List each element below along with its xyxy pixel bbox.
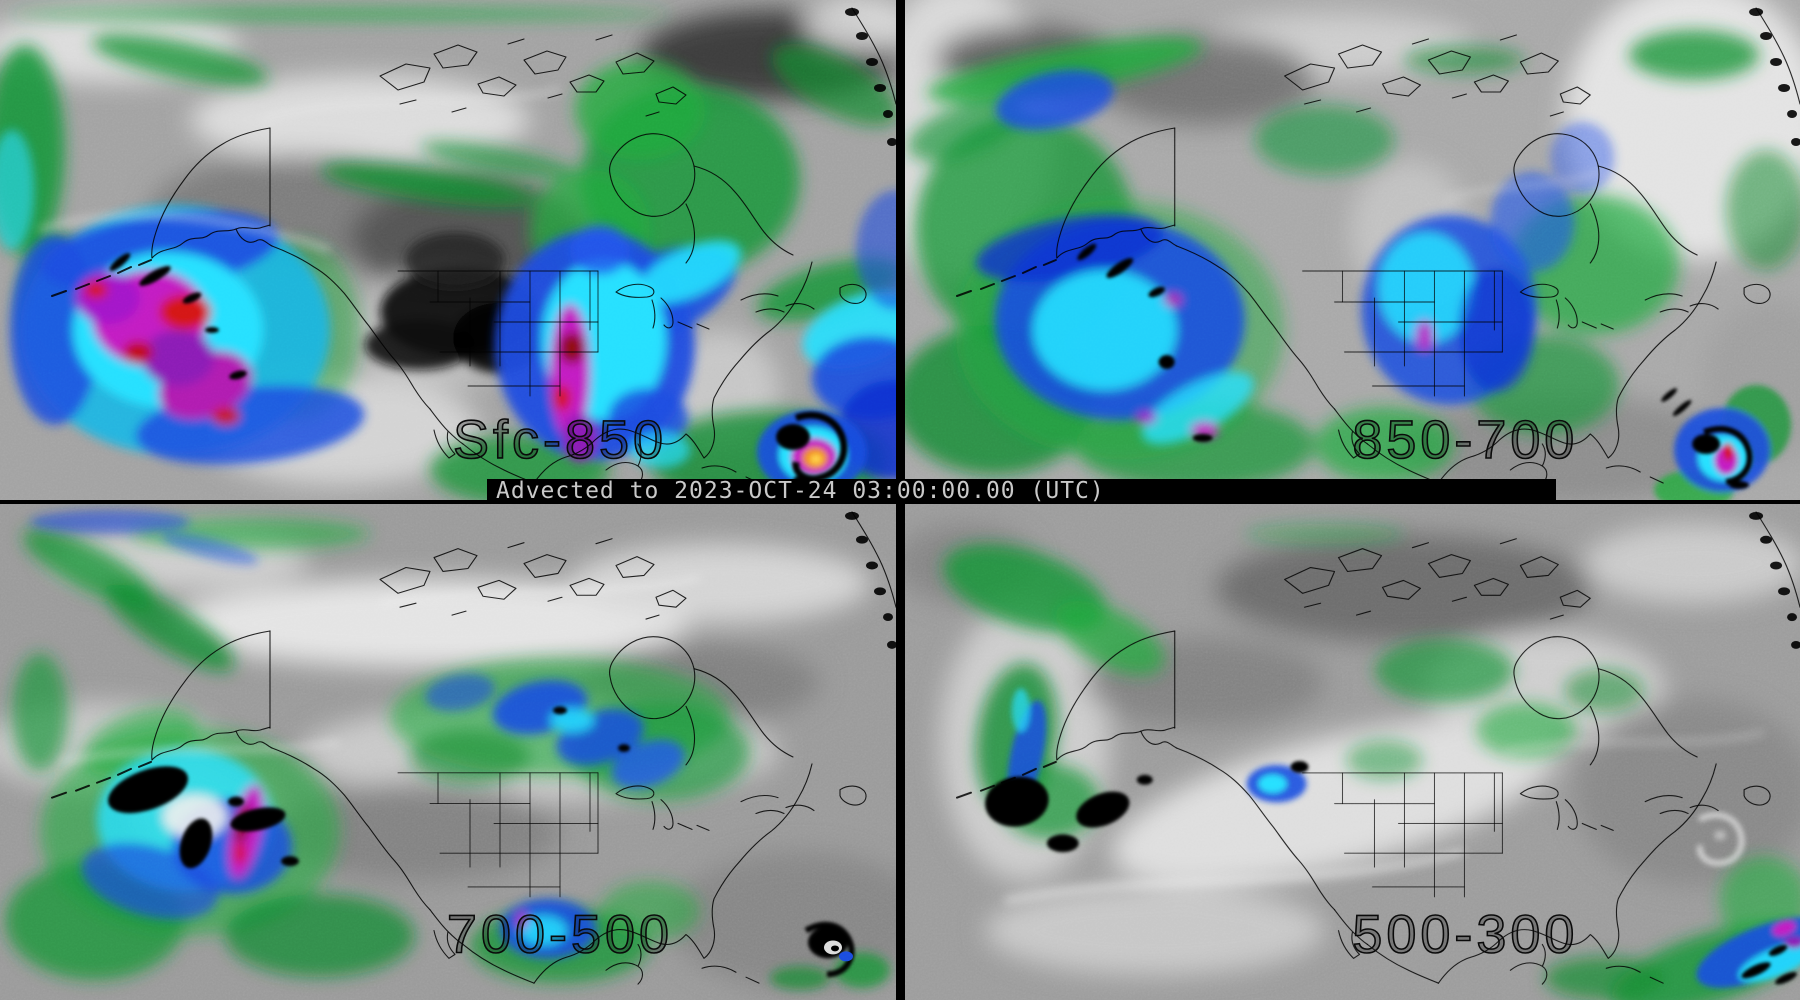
banner-timestamp: Advected to 2023-OCT-24 03:00:00.00 (UTC… [487, 479, 1556, 504]
panel-700-500: 700-500 [0, 504, 896, 1000]
panel-label-500-300: 500-300 [1352, 905, 1578, 965]
moisture-map-850-700: 850-700 [905, 0, 1800, 500]
panel-label-700-500: 700-500 [447, 905, 673, 965]
moisture-map-500-300: 500-300 [905, 504, 1800, 1000]
panel-label-850-700: 850-700 [1352, 410, 1578, 470]
panel-sfc-850: Sfc-850 [0, 0, 896, 500]
moisture-map-700-500: 700-500 [0, 504, 896, 1000]
panel-850-700: 850-700 [905, 0, 1800, 500]
moisture-map-sfc-850: Sfc-850 [0, 0, 896, 500]
panel-500-300: 500-300 [905, 504, 1800, 1000]
panel-label-sfc-850: Sfc-850 [453, 410, 667, 470]
